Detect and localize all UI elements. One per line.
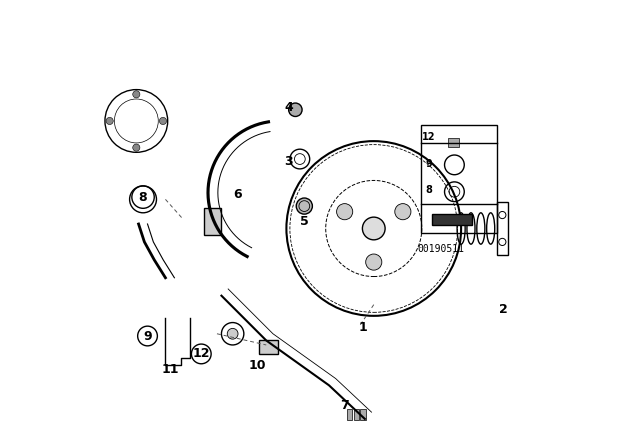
Text: 7: 7 — [340, 399, 349, 412]
Text: 1: 1 — [358, 320, 367, 334]
Text: 12: 12 — [422, 132, 436, 142]
Circle shape — [106, 117, 113, 125]
Text: 9: 9 — [143, 329, 152, 343]
Text: 8: 8 — [426, 185, 432, 195]
Bar — [360, 409, 365, 420]
Bar — [347, 409, 352, 420]
Text: 00190511: 00190511 — [417, 244, 465, 254]
Text: 4: 4 — [284, 101, 293, 114]
Circle shape — [227, 328, 238, 339]
Circle shape — [296, 198, 312, 214]
Circle shape — [337, 203, 353, 220]
Text: 9: 9 — [426, 159, 432, 168]
Circle shape — [132, 144, 140, 151]
Bar — [448, 138, 459, 147]
Bar — [497, 202, 508, 255]
FancyArrow shape — [432, 214, 472, 225]
Text: 3: 3 — [284, 155, 293, 168]
Text: 5: 5 — [300, 215, 308, 228]
Text: 12: 12 — [193, 347, 210, 361]
Bar — [353, 409, 359, 420]
Circle shape — [159, 117, 166, 125]
Bar — [259, 340, 278, 354]
Bar — [421, 125, 497, 233]
Text: 2: 2 — [499, 302, 508, 316]
Text: 8: 8 — [139, 190, 147, 204]
Bar — [204, 208, 221, 235]
Circle shape — [362, 217, 385, 240]
Circle shape — [365, 254, 382, 270]
Text: 10: 10 — [248, 358, 266, 372]
Text: 11: 11 — [161, 363, 179, 376]
Circle shape — [395, 203, 411, 220]
Circle shape — [132, 91, 140, 98]
Text: 6: 6 — [233, 188, 241, 202]
Circle shape — [289, 103, 302, 116]
